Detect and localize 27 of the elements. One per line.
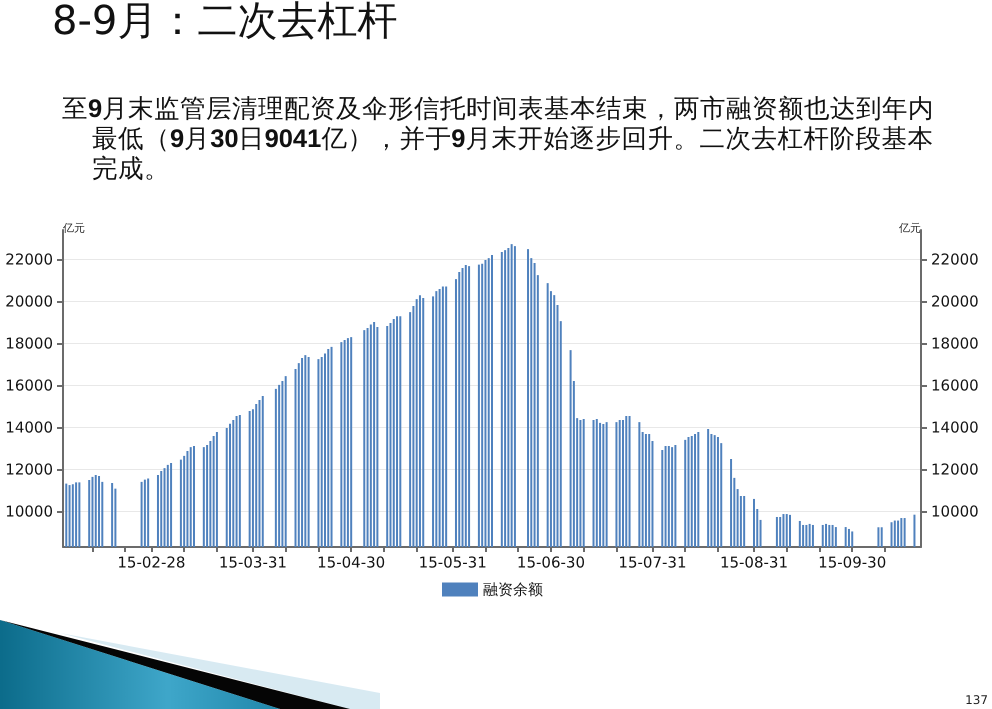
y-axis-title: 亿元 <box>62 222 85 234</box>
x-tick-label: 15-08-31 <box>720 554 788 572</box>
chart-title: 8-9月：二次去杠杆 <box>52 0 398 45</box>
text: 137 <box>965 693 988 707</box>
x-tick-label: 15-09-30 <box>818 554 886 572</box>
y-tick-label: 14000 <box>5 418 53 436</box>
y-tick-label: 20000 <box>5 292 53 310</box>
x-tick-label: 15-05-31 <box>418 554 487 572</box>
y2-tick-label: 22000 <box>931 250 979 268</box>
legend-label: 融资余额 <box>483 580 543 598</box>
y2-tick-label: 16000 <box>931 376 979 394</box>
x-tick-label: 15-02-28 <box>117 554 186 572</box>
y2-tick-label: 12000 <box>931 460 979 478</box>
y2-tick-label: 18000 <box>931 334 979 352</box>
y2-tick-label: 14000 <box>931 418 979 436</box>
y-tick-label: 18000 <box>5 334 53 352</box>
y-tick-label: 16000 <box>5 376 53 394</box>
y2-axis-title: 亿元 <box>898 222 921 234</box>
x-tick-label: 15-06-30 <box>516 554 585 572</box>
x-tick-label: 15-03-31 <box>218 554 287 572</box>
x-tick-label: 15-07-31 <box>618 554 687 572</box>
y2-tick-label: 20000 <box>931 292 979 310</box>
y-tick-label: 12000 <box>5 460 53 478</box>
y-tick-label: 10000 <box>5 502 53 520</box>
x-tick-label: 15-04-30 <box>317 554 386 572</box>
y-tick-label: 22000 <box>5 250 53 268</box>
y2-tick-label: 10000 <box>931 502 979 520</box>
